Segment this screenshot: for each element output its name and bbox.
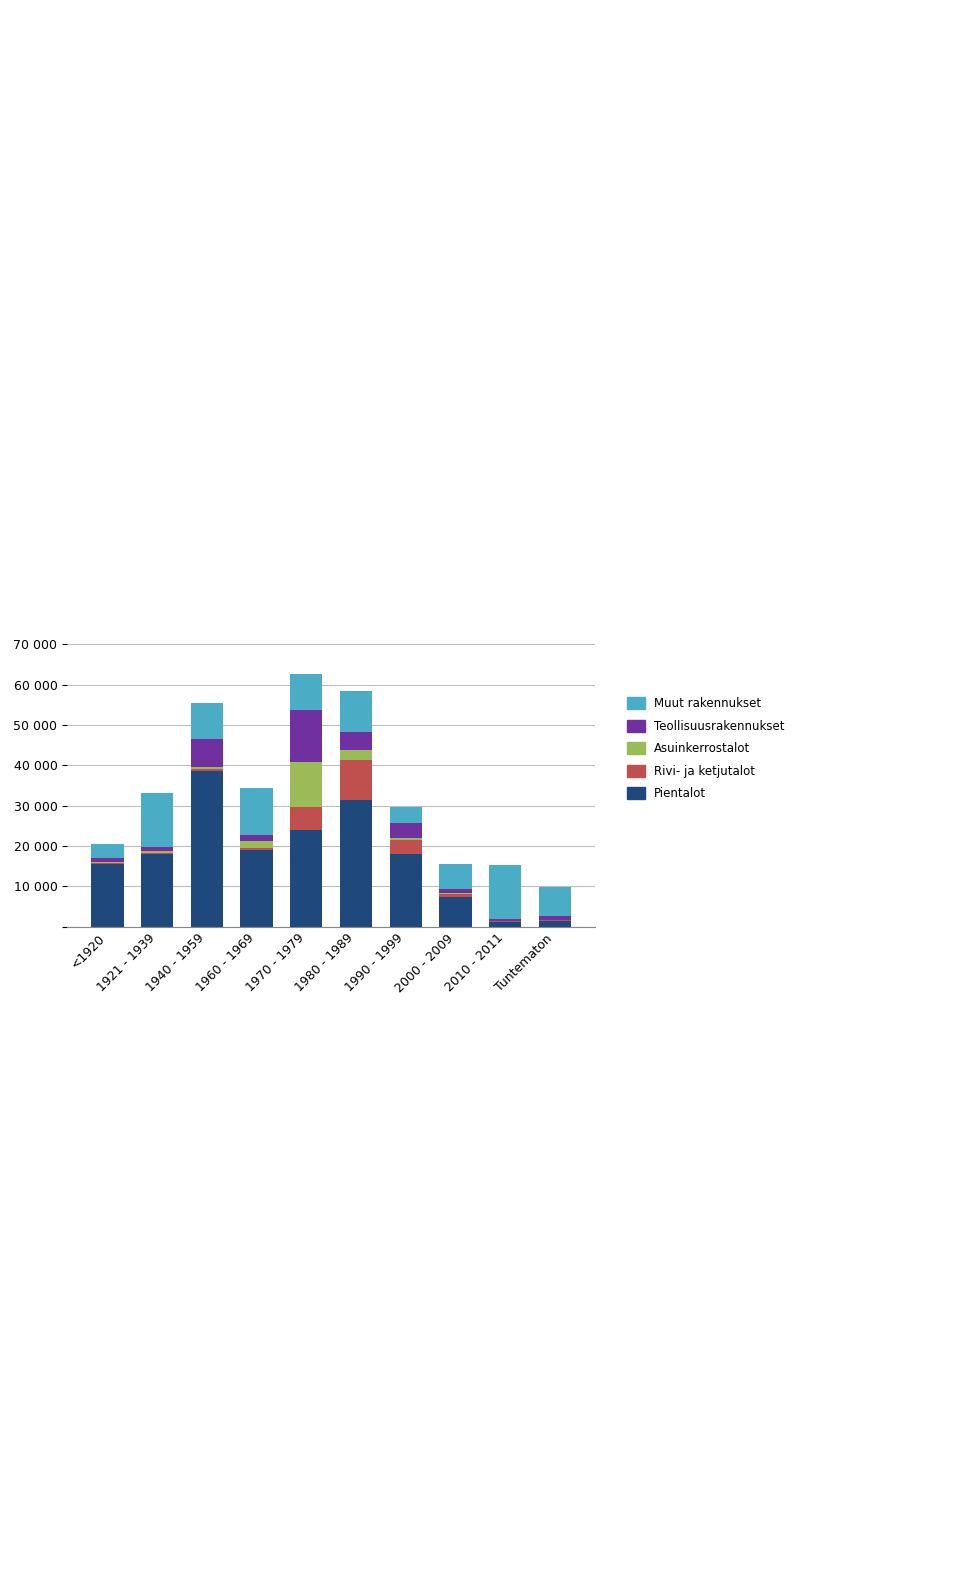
Bar	[91, 844, 124, 858]
Bar	[340, 760, 372, 800]
Bar	[240, 848, 273, 850]
Bar	[490, 922, 521, 927]
Bar	[240, 840, 273, 848]
Bar	[440, 894, 471, 897]
Bar	[340, 732, 372, 749]
Bar	[290, 674, 323, 710]
Bar	[191, 771, 223, 927]
Bar	[191, 738, 223, 767]
Bar	[191, 767, 223, 770]
Bar	[290, 762, 323, 806]
Bar	[141, 855, 173, 927]
Bar	[290, 806, 323, 829]
Bar	[290, 710, 323, 762]
Bar	[390, 837, 422, 840]
Bar	[390, 855, 422, 927]
Bar	[191, 770, 223, 771]
Bar	[191, 702, 223, 738]
Bar	[141, 853, 173, 855]
Bar	[91, 858, 124, 862]
Bar	[490, 864, 521, 919]
Bar	[440, 864, 471, 889]
Bar	[440, 889, 471, 892]
Bar	[539, 916, 571, 919]
Bar	[340, 691, 372, 732]
Bar	[240, 834, 273, 840]
Bar	[141, 847, 173, 851]
Bar	[390, 840, 422, 855]
Bar	[340, 749, 372, 760]
Bar	[539, 888, 571, 916]
Bar	[240, 789, 273, 834]
Bar	[390, 806, 422, 823]
Bar	[539, 921, 571, 927]
Bar	[390, 823, 422, 837]
Bar	[340, 800, 372, 927]
Bar	[91, 864, 124, 927]
Bar	[240, 850, 273, 927]
Bar	[141, 793, 173, 847]
Bar	[290, 829, 323, 927]
Legend: Muut rakennukset, Teollisuusrakennukset, Asuinkerrostalot, Rivi- ja ketjutalot, : Muut rakennukset, Teollisuusrakennukset,…	[622, 693, 789, 804]
Bar	[490, 919, 521, 921]
Bar	[440, 897, 471, 927]
